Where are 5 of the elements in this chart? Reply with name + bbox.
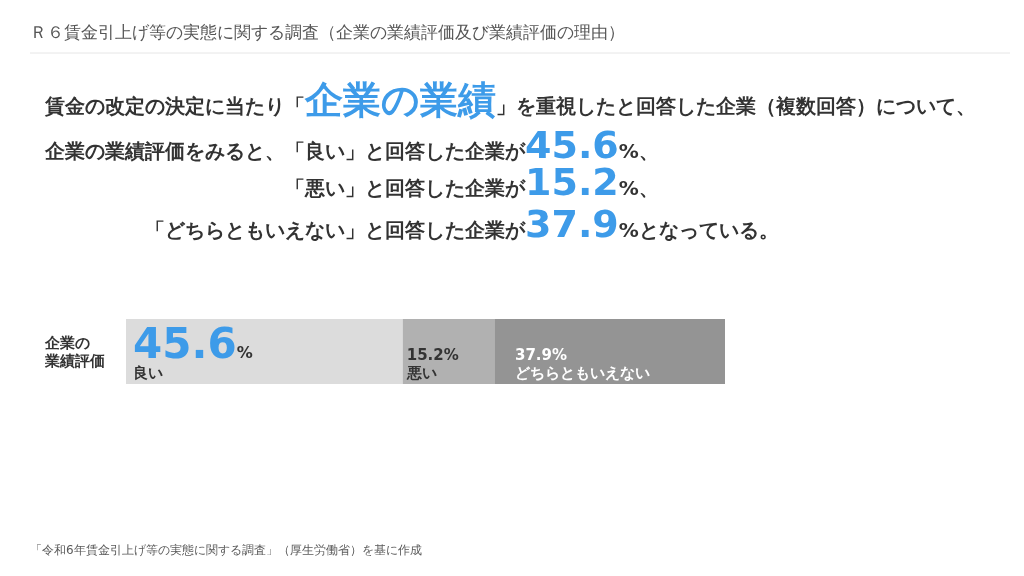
title: Ｒ６賃金引上げ等の実態に関する調査（企業の業績評価及び業績評価の理由） xyxy=(30,22,625,42)
annotation: 企業の業績評価をみると、「良い」と回答した企業が45.6%、 xyxy=(45,123,659,167)
annotation: 賃金の改定の決定に当たり「企業の業績」を重視したと回答した企業（複数回答）について、 xyxy=(45,78,976,122)
annotation: 「どちらともいえない」と回答した企業が37.9%となっている。 xyxy=(145,202,779,246)
source: 「令和6年賃金引上げ等の実態に関する調査」（厚生労働省）を基に作成 xyxy=(30,543,422,557)
